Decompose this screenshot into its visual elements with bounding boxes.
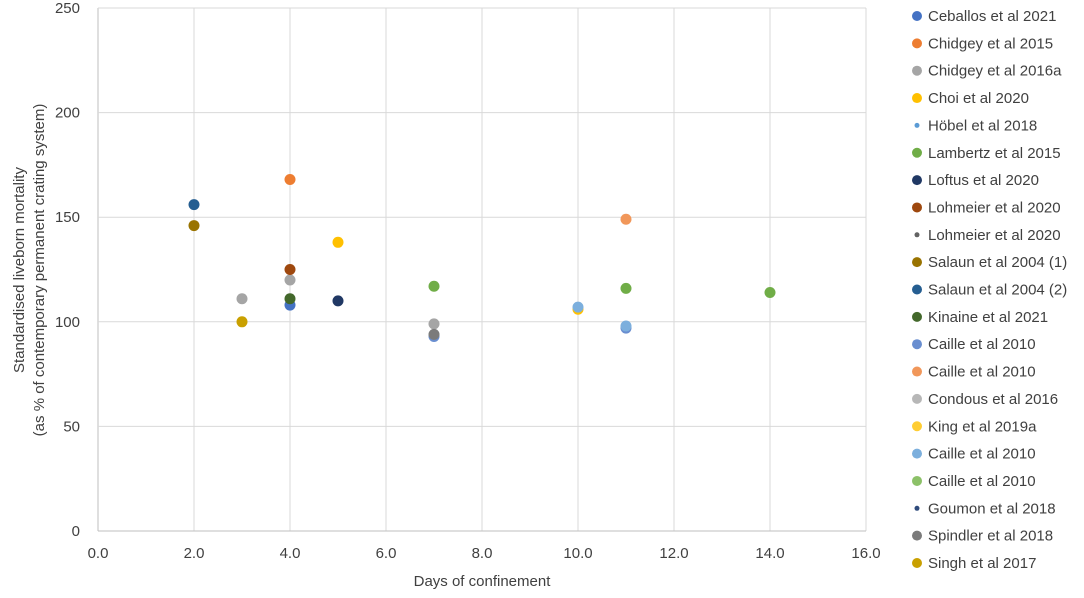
legend-label: Ceballos et al 2021 [928,8,1056,25]
legend-marker [912,175,922,186]
legend-label: Caille et al 2010 [928,336,1036,353]
legend-label: King et al 2019a [928,418,1037,435]
x-axis-title: Days of confinement [414,573,552,590]
x-tick-label: 6.0 [376,545,397,562]
y-tick-label: 250 [55,0,80,17]
legend-label: Höbel et al 2018 [928,117,1037,134]
y-tick-label: 0 [72,523,80,540]
x-tick-label: 8.0 [472,545,493,562]
tick-labels: 0.0 2.0 4.0 6.0 8.0 10.0 12.0 14.0 16.0 0 50 100 150… [55,0,881,562]
legend-marker [912,38,922,49]
data-point [332,236,344,248]
x-tick-label: 4.0 [280,545,301,562]
legend-marker [912,257,922,268]
y-tick-label: 50 [63,418,80,435]
x-tick-label: 2.0 [184,545,205,562]
legend-label: Lambertz et al 2015 [928,145,1061,162]
data-point [428,328,440,340]
legend-marker [912,448,922,459]
legend-label: Choi et al 2020 [928,90,1029,107]
legend-marker [912,421,922,432]
legend-marker [912,93,922,104]
legend-label: Salaun et al 2004 (1) [928,254,1067,271]
legend-label: Kinaine et al 2021 [928,309,1048,326]
y-tick-label: 200 [55,105,80,122]
x-tick-label: 0.0 [88,545,109,562]
legend-label: Caille et al 2010 [928,473,1036,490]
x-tick-label: 14.0 [755,545,784,562]
x-tick-label: 10.0 [563,545,592,562]
data-point [428,280,440,292]
legend-label: Lohmeier et al 2020 [928,227,1061,244]
axis-titles: Days of confinement Standardised livebor… [11,104,551,590]
data-point [188,199,200,211]
gridlines [97,7,867,532]
legend-label: Spindler et al 2018 [928,528,1053,545]
legend-label: Salaun et al 2004 (2) [928,282,1067,299]
legend-label: Caille et al 2010 [928,446,1036,463]
x-tick-label: 12.0 [659,545,688,562]
data-point [620,213,632,225]
data-point [284,293,296,305]
legend-label: Goumon et al 2018 [928,500,1056,517]
y-tick-label: 100 [55,314,80,331]
y-tick-label: 150 [55,209,80,226]
legend-label: Caille et al 2010 [928,364,1036,381]
data-point [188,220,200,232]
data-point [764,287,776,299]
data-point [284,264,296,275]
legend-marker [912,366,922,377]
legend-marker [912,65,922,76]
data-point [236,293,248,305]
legend-marker [912,530,922,541]
legend-marker [912,11,922,21]
legend-marker [914,232,920,238]
legend-label: Singh et al 2017 [928,555,1036,572]
data-point [620,282,632,294]
legend-marker [912,311,922,322]
data-point [572,301,584,313]
data-point [620,320,632,332]
data-point [428,318,440,330]
legend-marker [914,122,920,128]
data-points [188,174,776,342]
legend-marker [912,558,922,568]
x-tick-label: 16.0 [851,545,880,562]
y-axis-title-line-1: Standardised liveborn mortality [11,167,28,373]
y-axis-title-line-2: (as % of contemporary permanent crating … [31,104,48,437]
legend-label: Condous et al 2016 [928,391,1058,408]
legend-marker [912,147,922,158]
legend-marker [912,284,922,295]
legend-label: Lohmeier et al 2020 [928,199,1061,216]
legend: Ceballos et al 2021 Chidgey et al 2015 Chi… [912,8,1067,572]
legend-marker [912,202,922,213]
legend-label: Loftus et al 2020 [928,172,1039,189]
legend-marker [912,393,922,404]
legend-label: Chidgey et al 2016a [928,63,1062,80]
data-point [332,295,344,307]
data-point [284,174,296,186]
legend-label: Chidgey et al 2015 [928,35,1053,52]
data-point [236,316,248,328]
legend-marker [912,475,922,486]
legend-marker [912,339,922,350]
data-point [284,274,296,286]
legend-marker [914,505,920,511]
